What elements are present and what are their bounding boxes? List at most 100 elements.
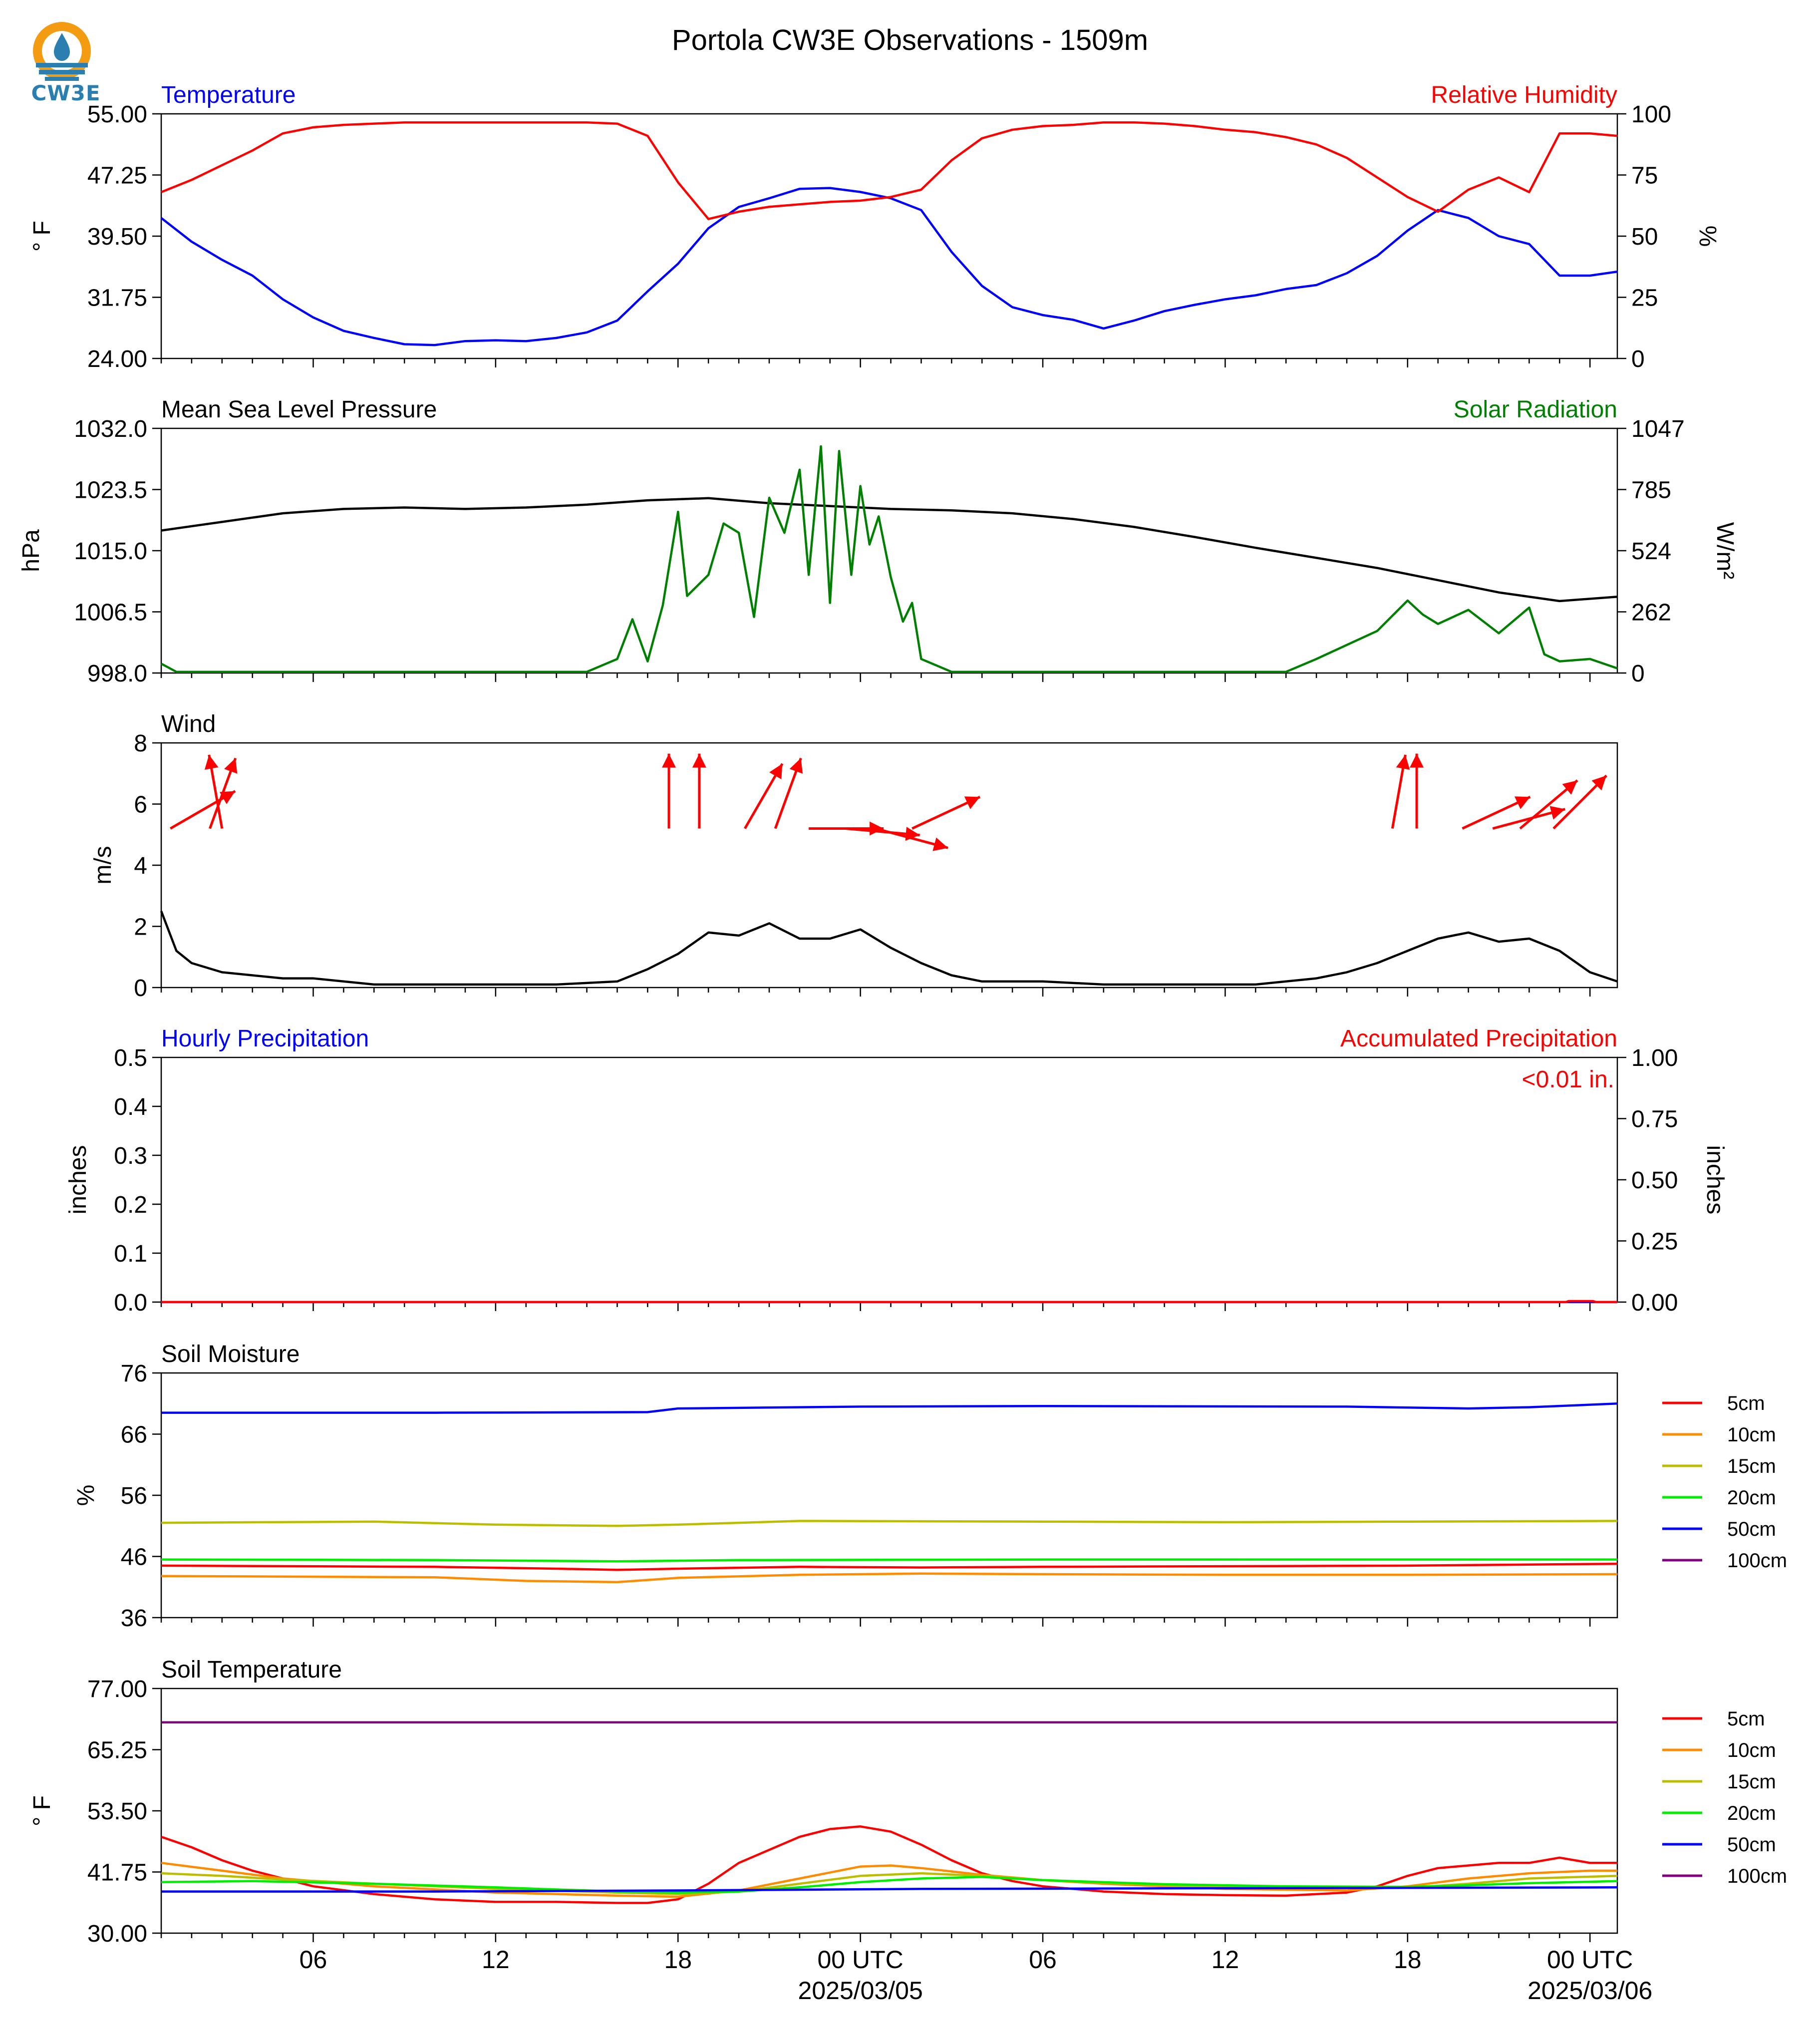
temp_rh-y2tick-label: 0 (1631, 346, 1645, 372)
precip-right-ylabel: inches (1702, 1145, 1728, 1215)
soil_moisture-legend-label: 15cm (1727, 1455, 1776, 1477)
temp_rh-y2tick-label: 25 (1631, 285, 1658, 312)
cw3e-logo-icon (33, 22, 91, 81)
wind-arrow-head (1396, 754, 1410, 770)
soil_temp-left-ylabel: ° F (29, 1795, 55, 1826)
wind-arrow-head (1410, 753, 1424, 768)
soil_temp-left-title: Soil Temperature (161, 1657, 342, 1683)
precip-y2tick-label: 0.50 (1631, 1167, 1678, 1194)
x-tick-label: 00 UTC (1547, 1946, 1633, 1974)
temp_rh-right-title: Relative Humidity (1431, 82, 1617, 108)
wind-ytick-label: 2 (134, 914, 147, 941)
precip-annotation: <0.01 in. (1522, 1066, 1614, 1093)
soil_temp-legend-label: 100cm (1727, 1865, 1787, 1887)
pressure_solar-ytick-label: 1006.5 (74, 600, 147, 626)
wind-arrow-head (1515, 796, 1530, 809)
wind-ytick-label: 0 (134, 975, 147, 1002)
wind-frame (160, 742, 1618, 989)
pressure_solar-frame (160, 427, 1618, 674)
pressure_solar-y2tick-label: 785 (1631, 477, 1671, 504)
temp_rh-right-ylabel: % (1694, 226, 1721, 247)
wind-arrow-head (1549, 806, 1565, 820)
soil_temp-legend-label: 20cm (1727, 1802, 1776, 1824)
precip-left-ylabel: inches (65, 1145, 91, 1215)
precip-y2tick-label: 0.25 (1631, 1229, 1678, 1255)
temp_rh-ytick-label: 39.50 (87, 224, 147, 250)
wind-arrow-head (204, 754, 219, 770)
pressure_solar-series-mean-sea-level-pressure (161, 497, 1618, 603)
soil_moisture-legend-label: 10cm (1727, 1424, 1776, 1446)
wind-series-wind-speed (160, 911, 1618, 986)
precip-ytick-label: 0.2 (114, 1192, 147, 1218)
pressure_solar-ytick-label: 1032.0 (74, 416, 147, 442)
temp_rh-ytick-label: 55.00 (87, 101, 147, 128)
wind-arrow-head (224, 758, 238, 774)
soil_temp-series-50cm (161, 1886, 1618, 1893)
precip-ytick-label: 0.4 (114, 1094, 147, 1120)
precip-frame (160, 1056, 1618, 1303)
precip-left-title: Hourly Precipitation (161, 1025, 369, 1052)
temp_rh-ytick-label: 24.00 (87, 346, 147, 372)
precip-series-accumulated-precipitation (161, 1300, 1617, 1304)
temp_rh-series-temperature (160, 187, 1618, 346)
wind-left-title: Wind (161, 711, 216, 737)
pressure_solar-ytick-label: 998.0 (87, 661, 147, 687)
soil_temp-legend-label: 15cm (1727, 1771, 1776, 1793)
soil_moisture-legend-label: 20cm (1727, 1487, 1776, 1509)
soil_temp-ytick-label: 77.00 (87, 1676, 147, 1702)
soil_temp-legend-label: 10cm (1727, 1739, 1776, 1761)
precip-y2tick-label: 0.75 (1631, 1106, 1678, 1133)
wind-arrow-head (1591, 775, 1607, 791)
x-tick-label: 12 (1212, 1946, 1239, 1974)
wind-left-ylabel: m/s (90, 846, 116, 884)
wind-arrow-head (661, 753, 676, 768)
soil_temp-series-5cm (161, 1825, 1617, 1904)
soil_temp-legend-label: 50cm (1727, 1834, 1776, 1856)
soil_temp-frame (160, 1688, 1618, 1934)
soil_temp-series-20cm (161, 1876, 1618, 1894)
pressure_solar-left-title: Mean Sea Level Pressure (161, 396, 437, 423)
soil_moisture-series-10cm (161, 1572, 1618, 1584)
x-tick-label: 18 (1394, 1946, 1422, 1974)
pressure_solar-y2tick-label: 0 (1631, 661, 1645, 687)
soil_temp-ytick-label: 53.50 (87, 1798, 147, 1825)
temp_rh-left-title: Temperature (161, 82, 296, 108)
wind-ytick-label: 8 (134, 730, 147, 757)
precip-ytick-label: 0.3 (114, 1143, 147, 1169)
cw3e-logo: CW3E (29, 18, 101, 105)
soil_moisture-legend-label: 100cm (1727, 1550, 1787, 1572)
temp_rh-ytick-label: 31.75 (87, 285, 147, 312)
soil_temp-ytick-label: 65.25 (87, 1737, 147, 1764)
temp_rh-ytick-label: 47.25 (87, 163, 147, 189)
wind-arrow-head (964, 796, 980, 809)
temp_rh-left-ylabel: ° F (29, 221, 55, 252)
pressure_solar-series-solar-radiation (160, 445, 1618, 673)
temp_rh-frame (160, 113, 1618, 359)
pressure_solar-y2tick-label: 262 (1631, 600, 1671, 626)
wind-ytick-label: 6 (134, 792, 147, 818)
temp_rh-series-relative-humidity (161, 121, 1618, 220)
precip-ytick-label: 0.0 (114, 1290, 147, 1316)
wind-ytick-label: 4 (134, 853, 147, 879)
x-date-label: 2025/03/05 (798, 1977, 923, 2005)
x-tick-label: 18 (664, 1946, 692, 1974)
soil_moisture-series-50cm (161, 1402, 1618, 1414)
soil_moisture-legend-label: 50cm (1727, 1518, 1776, 1540)
soil_moisture-frame (160, 1372, 1618, 1619)
soil_moisture-ytick-label: 76 (121, 1360, 147, 1387)
wind-arrow-head (769, 763, 783, 779)
wind-arrow-head (692, 753, 706, 768)
temp_rh-y2tick-label: 50 (1631, 224, 1658, 250)
soil_moisture-series-15cm (161, 1520, 1618, 1527)
soil_temp-legend-label: 5cm (1727, 1708, 1765, 1730)
x-tick-label: 06 (300, 1946, 327, 1974)
x-tick-label: 12 (482, 1946, 510, 1974)
logo-text: CW3E (31, 81, 101, 105)
temp_rh-y2tick-label: 75 (1631, 163, 1658, 189)
precip-y2tick-label: 1.00 (1631, 1045, 1678, 1071)
precip-ytick-label: 0.5 (114, 1045, 147, 1071)
precip-y2tick-label: 0.00 (1631, 1290, 1678, 1316)
soil_moisture-series-20cm (161, 1558, 1617, 1563)
soil_moisture-left-title: Soil Moisture (161, 1341, 300, 1367)
